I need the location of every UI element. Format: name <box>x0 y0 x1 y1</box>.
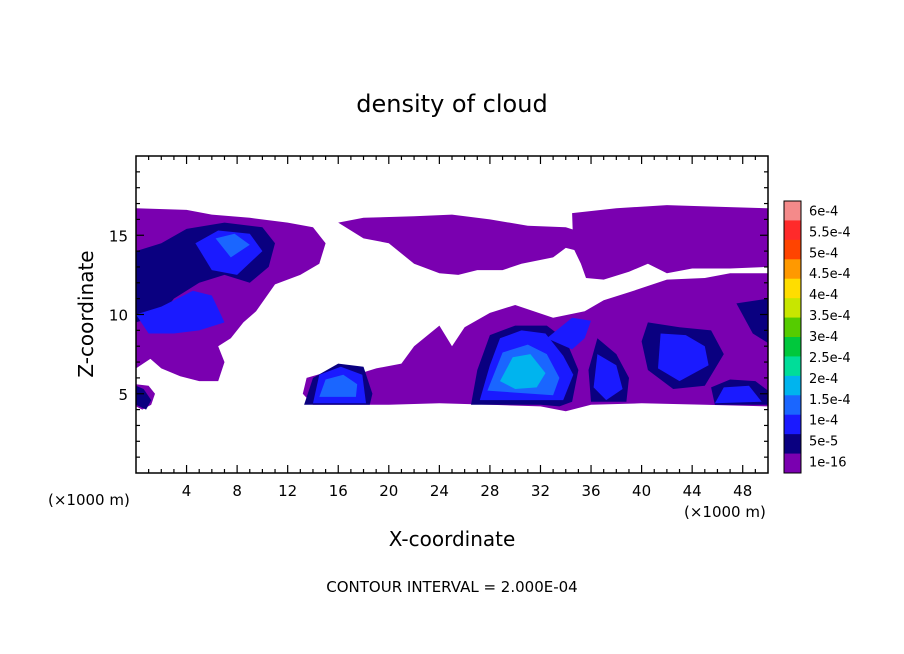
x-unit-label-right: (×1000 m) <box>684 503 766 521</box>
colorbar-frame <box>783 200 802 474</box>
colorbar-label: 4e-4 <box>809 288 838 303</box>
contour-region-level-0 <box>572 205 768 280</box>
contour-interval-note: CONTOUR INTERVAL = 2.000E-04 <box>326 578 577 596</box>
colorbar-swatch <box>784 239 801 260</box>
colorbar: 6e-4 5.5e-4 5e-4 4.5e-4 4e-4 3.5e-4 3e-4 2.5e-4… <box>783 200 851 474</box>
axis-ticks <box>136 156 768 473</box>
colorbar-swatch <box>784 414 801 435</box>
x-tick-label: 4 <box>182 482 192 500</box>
colorbar-label: 1.5e-4 <box>809 393 851 408</box>
colorbar-label: 3.5e-4 <box>809 309 851 324</box>
colorbar-swatch <box>784 375 801 396</box>
x-tick-label: 12 <box>278 482 297 500</box>
colorbar-swatch <box>784 453 801 474</box>
chart-title: density of cloud <box>356 90 547 118</box>
contour-region-level-2 <box>658 333 709 382</box>
colorbar-swatch <box>784 395 801 416</box>
x-tick-label: 36 <box>581 482 600 500</box>
colorbar-swatch <box>784 317 801 338</box>
colorbar-label: 1e-16 <box>809 456 847 471</box>
contour-region-level-2 <box>593 354 623 401</box>
x-axis-label: X-coordinate <box>389 527 516 551</box>
contour-region-level-2 <box>546 317 591 350</box>
contour-region-level-1 <box>136 385 152 410</box>
colorbar-label: 2.5e-4 <box>809 351 851 366</box>
colorbar-label: 3e-4 <box>809 330 838 345</box>
x-tick-label: 8 <box>232 482 242 500</box>
x-unit-label-left: (×1000 m) <box>48 491 130 509</box>
colorbar-swatch <box>784 298 801 319</box>
contour-region-level-0 <box>136 324 174 369</box>
colorbar-label: 1e-4 <box>809 414 838 429</box>
x-tick-label: 48 <box>733 482 752 500</box>
colorbar-swatch <box>784 434 801 455</box>
y-tick-label: 15 <box>109 227 128 245</box>
colorbar-swatch <box>784 356 801 377</box>
x-tick-label: 28 <box>480 482 499 500</box>
colorbar-swatch <box>784 337 801 357</box>
colorbar-label: 5.5e-4 <box>809 225 851 240</box>
contour-region-level-3 <box>319 374 358 397</box>
x-tick-label: 24 <box>430 482 449 500</box>
x-tick-label: 32 <box>531 482 550 500</box>
contour-region-level-3 <box>215 233 250 258</box>
contour-region-level-1 <box>736 298 768 343</box>
contour-region-level-2 <box>136 290 225 334</box>
colorbar-swatch <box>784 220 801 241</box>
colorbar-swatch <box>784 201 801 221</box>
contour-fill-area <box>136 205 768 412</box>
colorbar-label: 4.5e-4 <box>809 267 851 282</box>
y-tick-label: 10 <box>109 307 128 325</box>
y-axis-label: Z-coordinate <box>74 250 98 377</box>
colorbar-swatch <box>784 278 801 299</box>
colorbar-label: 5e-5 <box>809 435 838 450</box>
x-tick-label: 44 <box>683 482 702 500</box>
contour-region-level-0 <box>338 214 604 275</box>
colorbar-label: 5e-4 <box>809 246 838 261</box>
x-tick-label: 40 <box>632 482 651 500</box>
x-tick-label: 20 <box>379 482 398 500</box>
x-tick-label: 16 <box>329 482 348 500</box>
y-tick-label: 5 <box>118 386 128 404</box>
colorbar-label: 6e-4 <box>809 205 838 220</box>
contour-region-level-2 <box>714 385 762 404</box>
colorbar-swatch <box>784 259 801 280</box>
contour-region-level-4 <box>500 354 546 389</box>
colorbar-label: 2e-4 <box>809 372 838 387</box>
